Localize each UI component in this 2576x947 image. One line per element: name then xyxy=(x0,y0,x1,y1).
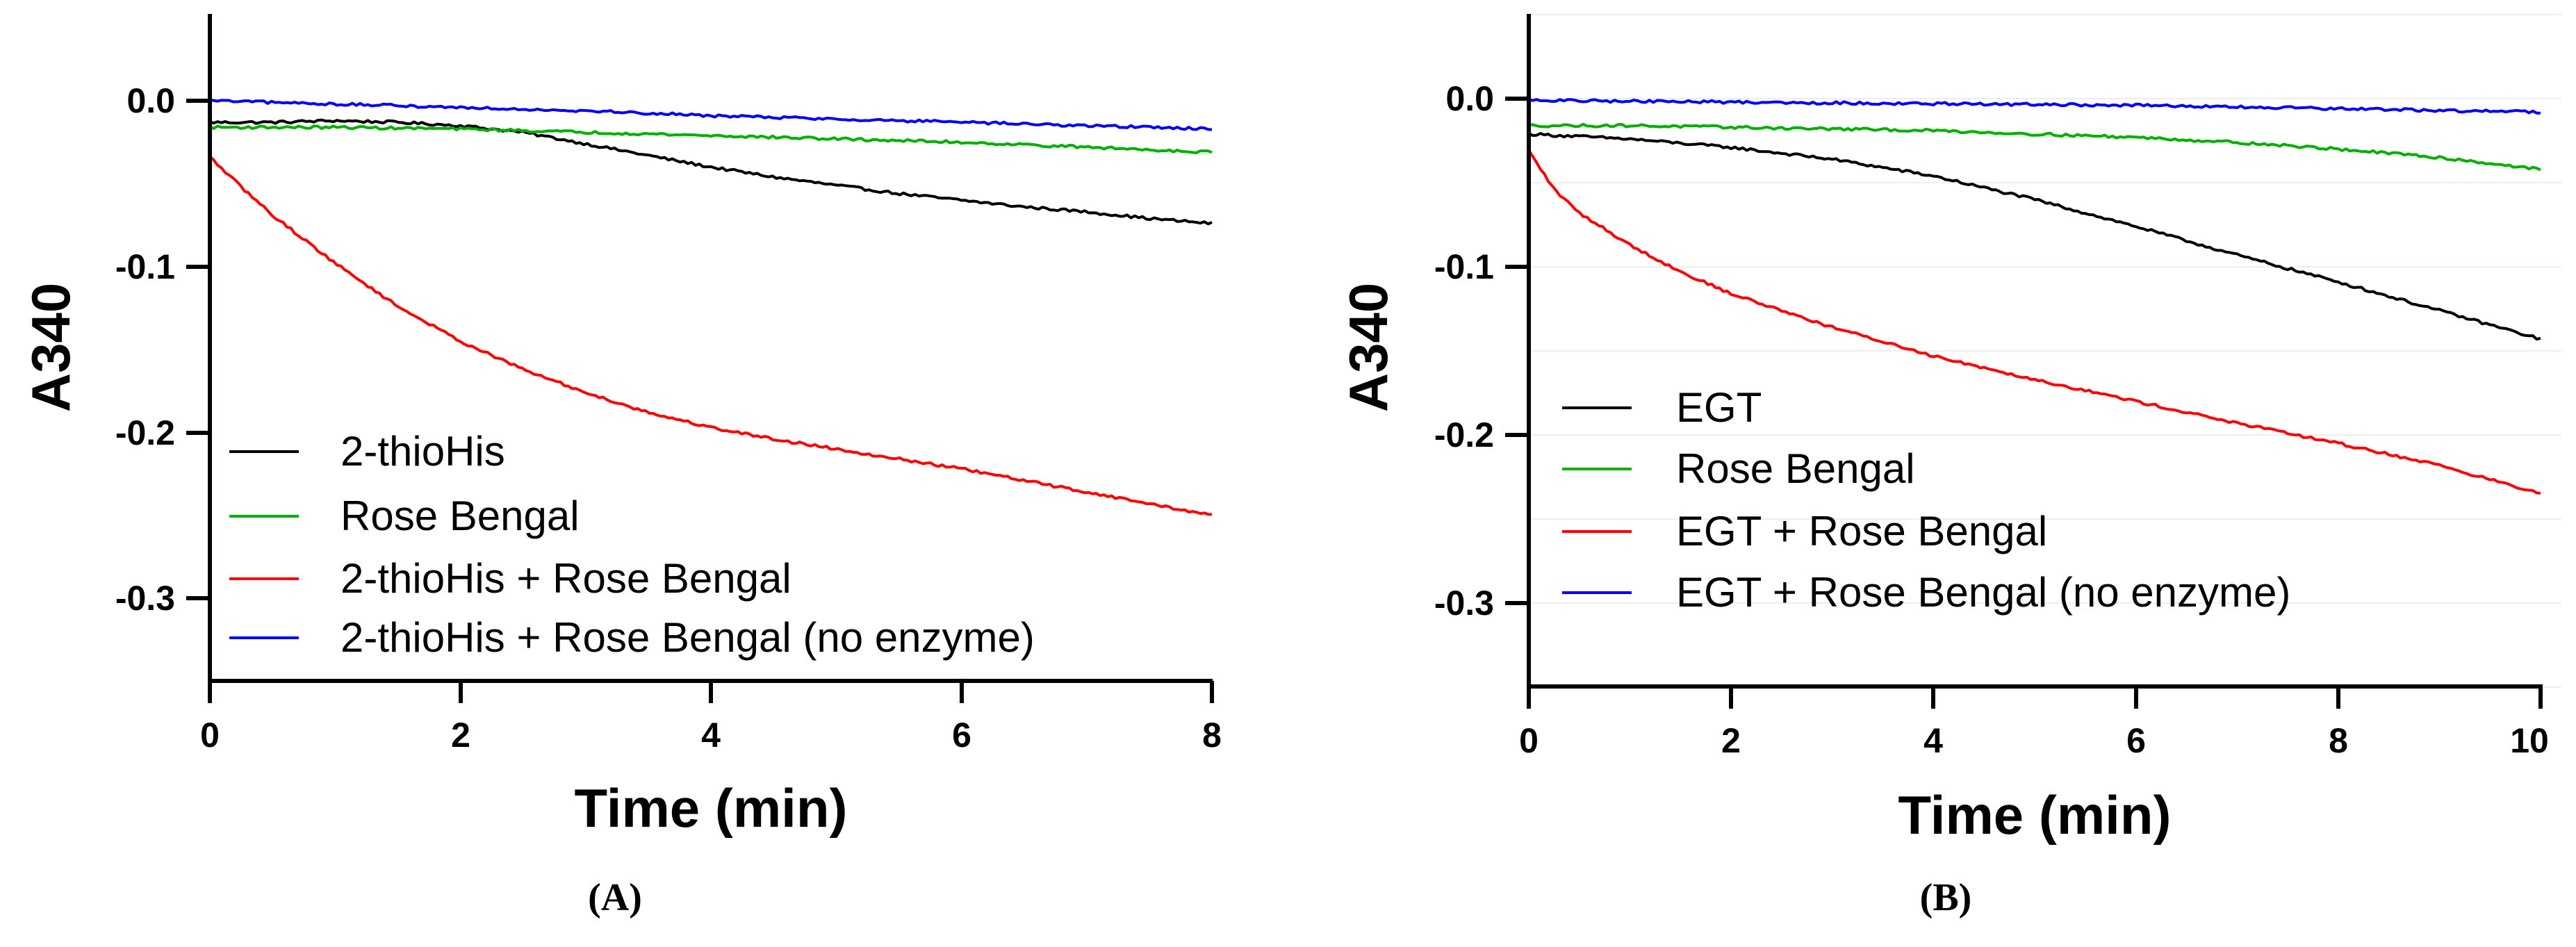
panel-a-y-axis-title: A340 xyxy=(20,283,81,412)
chart-panel-a: 0.0 -0.1 -0.2 -0.3 0 2 4 6 8 Time (min) … xyxy=(20,14,1222,919)
panel-b-xtick-label: 6 xyxy=(2126,721,2146,760)
panel-b-gridlines xyxy=(1529,14,2561,688)
panel-a-series-line-2-thiohis xyxy=(209,118,1213,226)
panel-a-xtick-label: 8 xyxy=(1202,716,1222,755)
panel-a-series-line-2-thiohis-rose-bengal-no-enzyme xyxy=(209,99,1213,131)
legend-label-2-thiohis: 2-thioHis xyxy=(341,428,505,475)
panel-a-ytick-label: -0.3 xyxy=(115,579,175,618)
legend-label-egt-rose-bengal-no-enzyme: EGT + Rose Bengal (no enzyme) xyxy=(1676,569,2290,616)
panel-a-series-line-rose-bengal xyxy=(209,124,1213,154)
panel-b-y-axis-title: A340 xyxy=(1338,283,1399,412)
panel-b-series-line-rose-bengal xyxy=(1528,122,2541,172)
panel-b-series-line-egt xyxy=(1528,132,2541,341)
panel-b-xtick-label: 0 xyxy=(1519,721,1539,760)
panel-a-xtick-label: 4 xyxy=(701,716,721,755)
panel-b-xtick-label: 4 xyxy=(1923,721,1943,760)
panel-b-xtick-label: 2 xyxy=(1721,721,1741,760)
panel-b-xtick-label: 8 xyxy=(2329,721,2348,760)
panel-b-ytick-label: -0.3 xyxy=(1434,584,1494,623)
panel-a-label: (A) xyxy=(588,876,642,919)
panel-a-xtick-label: 2 xyxy=(451,716,470,755)
panel-b-ytick-label: -0.2 xyxy=(1434,415,1494,454)
panel-b-xtick-label: 10 xyxy=(2510,721,2549,760)
panel-a-plot-lines xyxy=(208,99,1213,516)
panel-b-legend: EGT Rose Bengal EGT + Rose Bengal EGT + … xyxy=(1562,384,2290,616)
panel-b-plot-lines xyxy=(1527,98,2541,495)
panel-b-series-line-egt-rose-bengal-no-enzyme xyxy=(1528,98,2541,115)
panel-a-legend: 2-thioHis Rose Bengal 2-thioHis + Rose B… xyxy=(229,428,1035,661)
chart-panel-b: 0.0 -0.1 -0.2 -0.3 0 2 4 6 8 10 Time (mi… xyxy=(1338,14,2561,919)
panel-a-ytick-label: 0.0 xyxy=(126,81,175,120)
panel-a-ytick-label: -0.1 xyxy=(115,247,175,286)
legend-label-egt-rose-bengal: EGT + Rose Bengal xyxy=(1676,508,2047,554)
legend-label-2-thiohis-rose-bengal: 2-thioHis + Rose Bengal xyxy=(341,555,791,602)
panel-a-x-ticks: 0 2 4 6 8 xyxy=(200,681,1222,755)
legend-label-rose-bengal: Rose Bengal xyxy=(341,493,580,539)
panel-a-xtick-label: 6 xyxy=(952,716,971,755)
panel-a-y-ticks: 0.0 -0.1 -0.2 -0.3 xyxy=(115,81,210,618)
panel-a-series-line-2-thiohis-rose-bengal xyxy=(208,155,1213,516)
legend-label-2-thiohis-rose-bengal-no-enzyme: 2-thioHis + Rose Bengal (no enzyme) xyxy=(341,614,1035,661)
panel-b-series-line-egt-rose-bengal xyxy=(1527,149,2541,495)
panel-b-ytick-label: 0.0 xyxy=(1445,79,1494,118)
panel-b-ytick-label: -0.1 xyxy=(1434,247,1494,286)
panel-b-label: (B) xyxy=(1920,876,1972,919)
panel-a-x-axis-title: Time (min) xyxy=(575,777,848,839)
panel-b-x-axis-title: Time (min) xyxy=(1898,784,2172,846)
panel-a-xtick-label: 0 xyxy=(200,716,220,755)
panel-a-ytick-label: -0.2 xyxy=(115,413,175,452)
legend-label-egt: EGT xyxy=(1676,384,1762,431)
legend-label-rose-bengal: Rose Bengal xyxy=(1676,445,1915,492)
panel-b-x-ticks: 0 2 4 6 8 10 xyxy=(1519,686,2549,760)
panel-b-y-ticks: 0.0 -0.1 -0.2 -0.3 xyxy=(1434,79,1529,623)
